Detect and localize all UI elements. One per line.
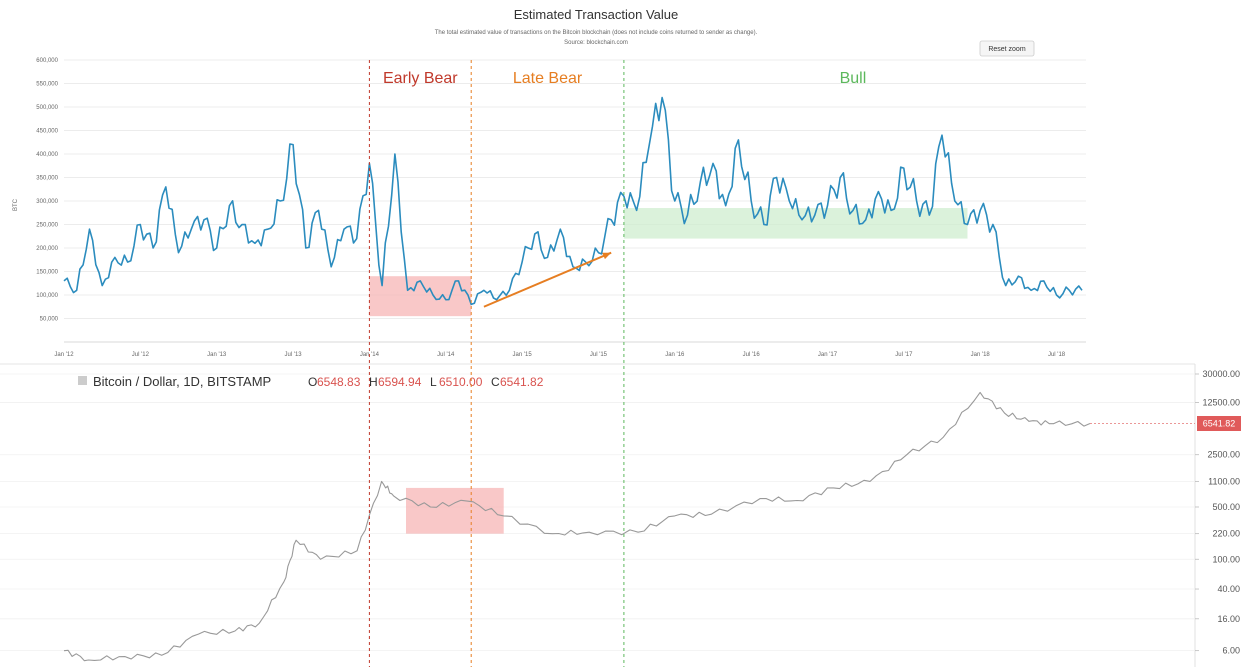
transaction-x-tick: Jan '15 xyxy=(513,352,533,358)
transaction-value-line xyxy=(63,96,1083,306)
phase-labels: Early Bear Late Bear Bull xyxy=(383,70,866,87)
price-y-tick: 220.00 xyxy=(1212,529,1240,539)
ohlc-value: 6510.00 xyxy=(439,375,483,389)
price-y-tick: 6.00 xyxy=(1222,646,1240,656)
transaction-band xyxy=(623,208,968,239)
transaction-x-tick: Jul '17 xyxy=(895,352,913,358)
ohlc-key: H xyxy=(369,375,378,389)
transaction-x-tick: Jul '18 xyxy=(1048,352,1066,358)
transaction-x-tick: Jan '18 xyxy=(971,352,991,358)
ohlc-value: 6594.94 xyxy=(378,375,422,389)
price-y-tick: 40.00 xyxy=(1217,584,1240,594)
transaction-series xyxy=(63,96,1083,306)
transaction-y-ticks: 50,000 100,000 150,000 200,000 250,000 300,00… xyxy=(36,58,58,323)
reset-zoom-button[interactable]: Reset zoom xyxy=(979,40,1035,57)
transaction-y-tick: 150,000 xyxy=(36,270,58,276)
chart-source: Source: blockchain.com xyxy=(564,40,628,46)
transaction-y-tick: 450,000 xyxy=(36,129,58,135)
transaction-x-tick: Jul '12 xyxy=(132,352,150,358)
transaction-x-tick: Jul '16 xyxy=(743,352,761,358)
transaction-y-tick: 400,000 xyxy=(36,152,58,158)
transaction-x-ticks: Jan '12 Jul '12 Jan '13 Jul '13 Jan '14 Jul '… xyxy=(54,352,1065,358)
trend-arrow-head xyxy=(602,252,612,260)
price-y-tick: 1100.00 xyxy=(1208,476,1240,486)
transaction-x-tick: Jul '15 xyxy=(590,352,608,358)
transaction-y-tick: 600,000 xyxy=(36,58,58,64)
ohlc-key: L xyxy=(430,375,437,389)
price-y-ticks: 30000.00 12500.00 2500.00 1100.00 500.00 220.… xyxy=(1202,369,1240,656)
transaction-x-tick: Jul '13 xyxy=(284,352,302,358)
chart-title: Estimated Transaction Value xyxy=(514,7,679,22)
bitcoin-price-line xyxy=(63,391,1091,662)
transaction-y-tick: 350,000 xyxy=(36,176,58,182)
price-legend: Bitcoin / Dollar, 1D, BITSTAMP O 6548.83 H… xyxy=(78,374,544,389)
transaction-y-tick: 550,000 xyxy=(36,82,58,88)
transaction-x-tick: Jul '14 xyxy=(437,352,455,358)
phase-lines xyxy=(368,60,625,667)
price-gridlines xyxy=(0,373,1199,652)
price-y-tick: 500.00 xyxy=(1212,502,1240,512)
last-price-label: 6541.82 xyxy=(1203,419,1236,429)
ohlc-value: 6548.83 xyxy=(317,375,361,389)
last-price-badge: 6541.82 xyxy=(1197,416,1241,431)
transaction-y-tick: 500,000 xyxy=(36,105,58,111)
price-y-tick: 100.00 xyxy=(1212,554,1240,564)
transaction-gridlines xyxy=(64,59,1086,343)
price-series xyxy=(63,391,1195,662)
ohlc-value: 6541.82 xyxy=(500,375,544,389)
price-y-tick: 30000.00 xyxy=(1202,369,1240,379)
transaction-y-tick: 250,000 xyxy=(36,223,58,229)
ohlc-key: C xyxy=(491,375,500,389)
phase-label: Early Bear xyxy=(383,70,458,87)
price-y-tick: 12500.00 xyxy=(1202,397,1240,407)
price-band xyxy=(406,487,504,534)
chart-square-icon xyxy=(78,376,87,385)
price-band-rect xyxy=(406,487,504,534)
transaction-x-tick: Jan '17 xyxy=(818,352,838,358)
trend-arrow xyxy=(483,251,612,308)
phase-label: Late Bear xyxy=(513,70,583,87)
reset-zoom-label: Reset zoom xyxy=(988,46,1026,53)
phase-label: Bull xyxy=(840,70,867,87)
transaction-y-tick: 200,000 xyxy=(36,246,58,252)
trend-arrow-shaft xyxy=(483,251,612,308)
chart-subtitle: The total estimated value of transaction… xyxy=(435,30,758,36)
transaction-x-tick: Jan '13 xyxy=(207,352,227,358)
ohlc-key: O xyxy=(308,375,317,389)
ohlc-values: O 6548.83 H 6594.94 L 6510.00 C 6541.82 xyxy=(308,375,544,389)
price-legend-text: Bitcoin / Dollar, 1D, BITSTAMP xyxy=(93,374,271,389)
transaction-y-tick: 100,000 xyxy=(36,293,58,299)
price-y-tick: 2500.00 xyxy=(1207,450,1240,460)
transaction-x-tick: Jan '12 xyxy=(54,352,74,358)
transaction-y-tick: 300,000 xyxy=(36,199,58,205)
transaction-y-tick: 50,000 xyxy=(40,317,59,323)
transaction-x-tick: Jan '16 xyxy=(665,352,685,358)
price-y-tick: 16.00 xyxy=(1217,614,1240,624)
btc-axis-label: BTC xyxy=(13,198,19,211)
